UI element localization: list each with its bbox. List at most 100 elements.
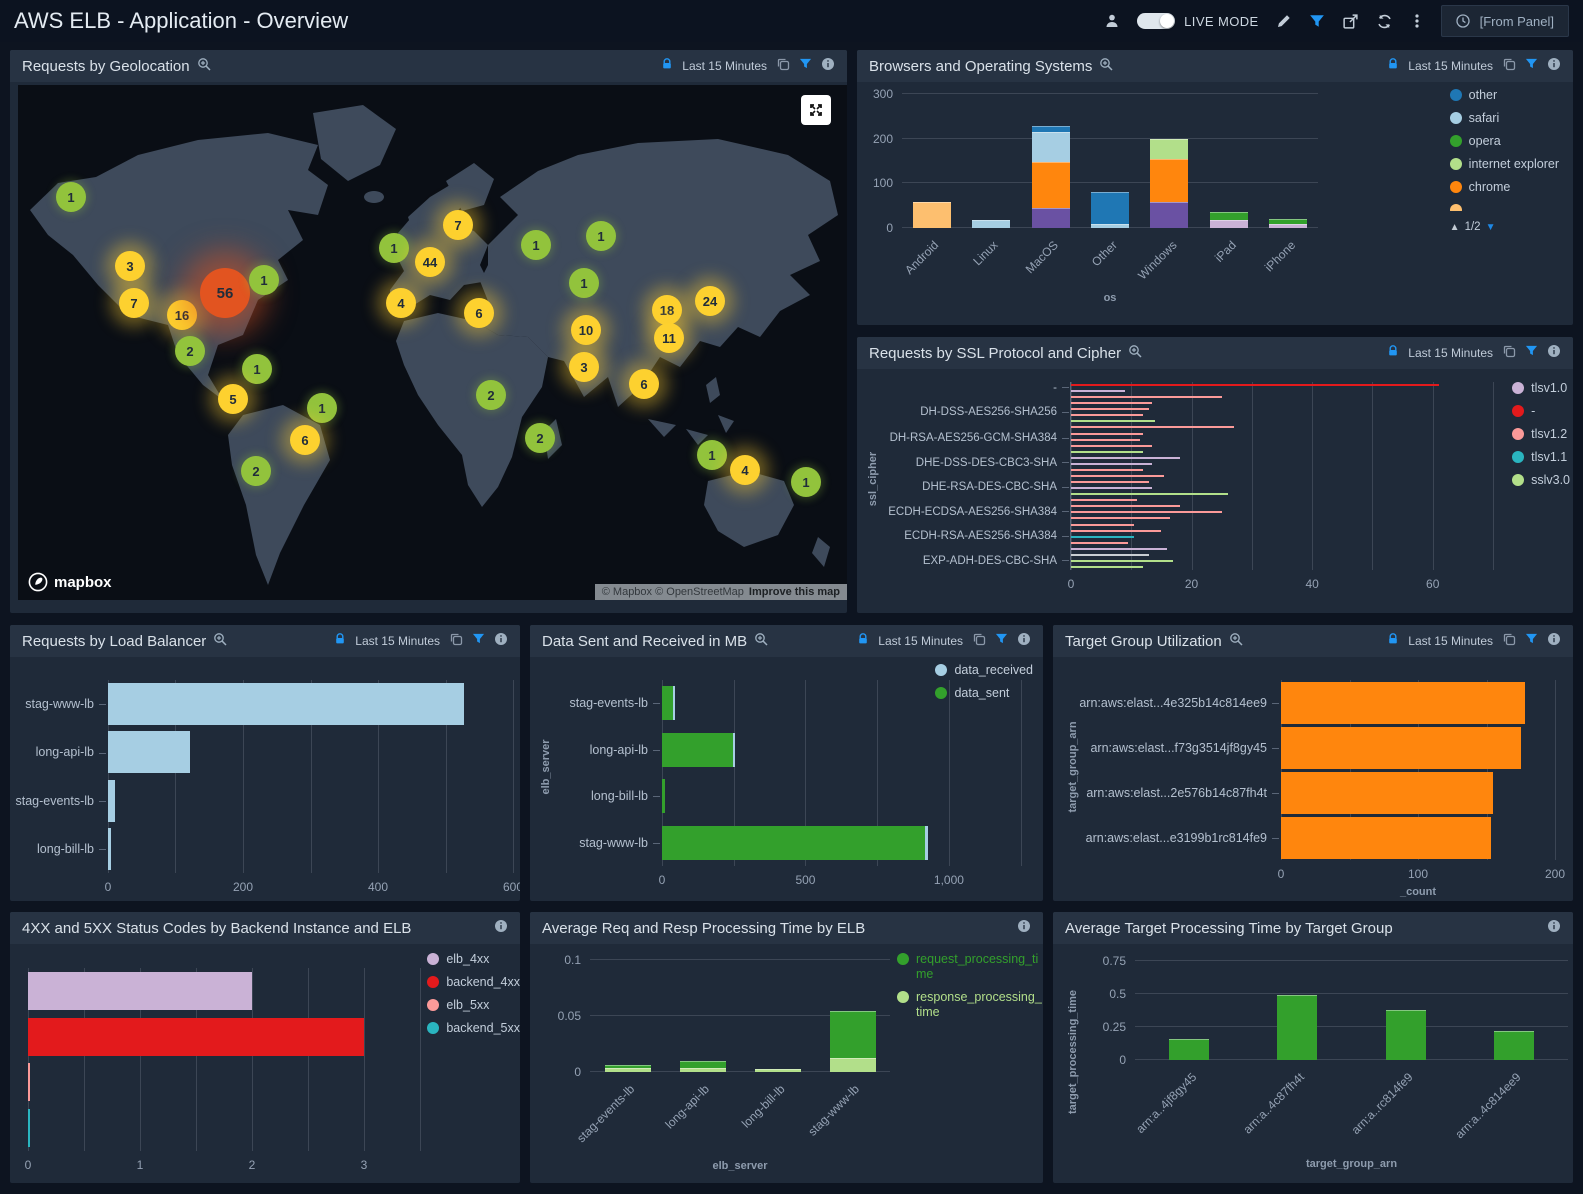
map-cluster-marker[interactable]: 2 [525, 423, 555, 453]
bar[interactable] [1071, 426, 1234, 429]
bar[interactable] [28, 1063, 420, 1102]
zoom-icon[interactable] [1229, 632, 1243, 651]
info-icon[interactable] [494, 632, 508, 651]
bar[interactable] [662, 825, 1035, 860]
bar[interactable] [1071, 468, 1144, 471]
map-cluster-marker[interactable]: 4 [386, 288, 416, 318]
legend-item[interactable]: chrome [1449, 180, 1559, 195]
lock-icon[interactable] [334, 632, 346, 650]
bar[interactable] [1071, 553, 1150, 556]
filter-icon[interactable] [472, 632, 485, 650]
map-cluster-marker[interactable]: 3 [569, 352, 599, 382]
info-icon[interactable] [1017, 919, 1031, 938]
bar-segment[interactable] [108, 683, 465, 726]
bar[interactable] [108, 827, 513, 870]
bar-segment[interactable] [1091, 191, 1129, 225]
bar[interactable] [1277, 954, 1318, 1060]
info-icon[interactable] [1547, 57, 1561, 76]
bar[interactable] [1071, 396, 1222, 399]
time-range-selector[interactable]: [From Panel] [1440, 5, 1569, 37]
bar[interactable] [1493, 954, 1534, 1060]
bar-segment[interactable] [662, 825, 926, 860]
map-cluster-marker[interactable]: 1 [586, 221, 616, 251]
copy-icon[interactable] [776, 57, 790, 76]
bar-segment[interactable] [1277, 995, 1318, 1060]
map-cluster-marker[interactable]: 10 [571, 315, 601, 345]
legend-item[interactable]: backend_5xx [427, 1021, 520, 1036]
map-cluster-marker[interactable]: 1 [242, 354, 272, 384]
bar[interactable] [1281, 816, 1555, 859]
map-cluster-marker[interactable]: 1 [379, 233, 409, 263]
bar[interactable] [28, 1109, 420, 1148]
bar[interactable] [1071, 438, 1141, 441]
bar-segment[interactable] [679, 1068, 726, 1072]
filter-icon[interactable] [1525, 344, 1538, 362]
legend-item[interactable]: elb_5xx [427, 998, 520, 1013]
bar-segment[interactable] [1281, 771, 1494, 814]
bar-segment[interactable] [662, 732, 733, 767]
bar[interactable] [108, 683, 513, 726]
legend-item[interactable]: response_processing_time [897, 990, 1043, 1020]
bar[interactable] [1071, 444, 1153, 447]
info-icon[interactable] [1547, 632, 1561, 651]
info-icon[interactable] [1547, 919, 1561, 938]
bar-segment[interactable] [662, 686, 674, 721]
bar[interactable] [1071, 456, 1180, 459]
map-cluster-marker[interactable]: 6 [629, 369, 659, 399]
bar[interactable] [1385, 954, 1426, 1060]
bar-segment[interactable] [1385, 1009, 1426, 1060]
map-cluster-marker[interactable]: 7 [443, 210, 473, 240]
bar-segment[interactable] [108, 731, 190, 774]
page-down-icon[interactable]: ▼ [1485, 221, 1496, 233]
bar-segment[interactable] [1031, 162, 1070, 209]
bar[interactable] [1071, 523, 1135, 526]
bar[interactable] [1150, 90, 1189, 228]
bar-segment[interactable] [1091, 224, 1129, 228]
legend-item[interactable]: tlsv1.1 [1512, 450, 1570, 465]
bar-segment[interactable] [972, 219, 1011, 228]
bar-segment[interactable] [28, 1017, 364, 1056]
bar[interactable] [1071, 450, 1144, 453]
user-icon[interactable] [1104, 13, 1120, 29]
filter-icon[interactable] [1525, 57, 1538, 75]
map-cluster-marker[interactable]: 2 [241, 456, 271, 486]
bar-segment[interactable] [1269, 219, 1308, 225]
bar[interactable] [1091, 90, 1129, 228]
bar-segment[interactable] [1281, 726, 1521, 769]
bar[interactable] [1071, 475, 1165, 477]
map-cluster-marker[interactable]: 1 [521, 230, 551, 260]
zoom-icon[interactable] [1128, 344, 1142, 363]
bar-segment[interactable] [829, 1010, 876, 1059]
zoom-icon[interactable] [197, 57, 211, 76]
legend-item[interactable]: data_sent [935, 686, 1033, 701]
map-cluster-marker[interactable]: 24 [695, 286, 725, 316]
bar[interactable] [1071, 565, 1144, 568]
bar-segment[interactable] [1031, 208, 1070, 228]
filter-icon[interactable] [1525, 632, 1538, 650]
map-cluster-marker[interactable]: 1 [249, 265, 279, 295]
map-cluster-marker[interactable]: 3 [115, 251, 145, 281]
zoom-icon[interactable] [1099, 57, 1113, 76]
map-cluster-marker[interactable]: 1 [569, 268, 599, 298]
map-cluster-marker[interactable]: 44 [415, 247, 445, 277]
bar-segment[interactable] [1281, 816, 1491, 859]
live-mode-toggle[interactable] [1137, 13, 1176, 29]
copy-icon[interactable] [972, 632, 986, 651]
map-cluster-marker[interactable]: 56 [200, 268, 250, 318]
bar[interactable] [754, 954, 801, 1072]
info-icon[interactable] [1547, 344, 1561, 363]
bar-segment[interactable] [732, 732, 735, 767]
info-icon[interactable] [494, 919, 508, 938]
bar[interactable] [1071, 547, 1168, 550]
copy-icon[interactable] [1502, 57, 1516, 76]
map-cluster-marker[interactable]: 6 [464, 298, 494, 328]
bar-segment[interactable] [28, 971, 252, 1010]
kebab-menu-icon[interactable] [1410, 13, 1424, 29]
lock-icon[interactable] [1387, 344, 1399, 362]
bar-segment[interactable] [662, 779, 665, 814]
map-cluster-marker[interactable]: 1 [307, 393, 337, 423]
bar-segment[interactable] [679, 1060, 726, 1069]
edit-pencil-icon[interactable] [1276, 13, 1292, 29]
bar-segment[interactable] [1169, 1038, 1210, 1060]
bar[interactable] [662, 732, 1035, 767]
